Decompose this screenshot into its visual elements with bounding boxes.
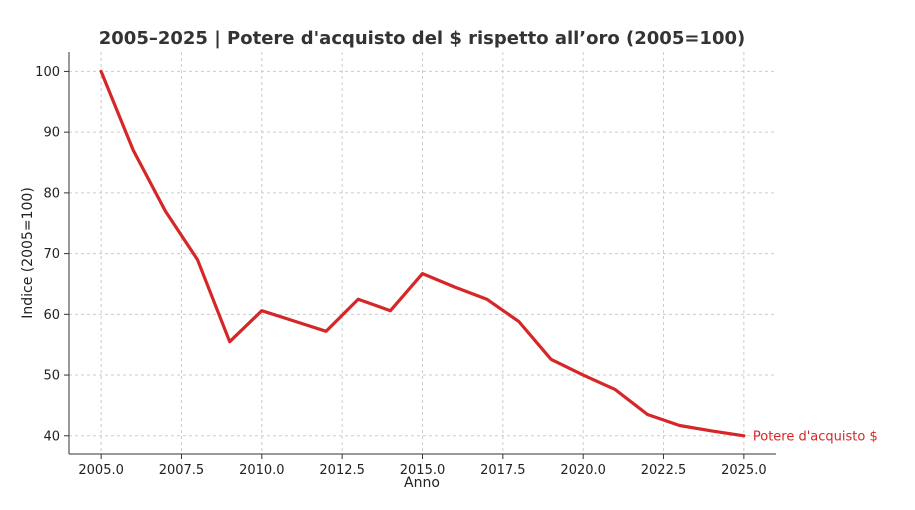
data-point [453, 286, 456, 289]
grid-lines [69, 52, 776, 454]
x-tick-label: 2007.5 [159, 463, 205, 478]
data-point [100, 70, 103, 73]
data-point [132, 149, 135, 152]
data-point [292, 320, 295, 323]
data-point [325, 330, 328, 333]
x-tick-label: 2025.0 [721, 463, 767, 478]
data-point [710, 429, 713, 432]
y-tick-label: 80 [43, 186, 60, 201]
data-point [678, 424, 681, 427]
y-axis-ticks: 40 50 60 70 80 90 100 [35, 65, 69, 444]
x-tick-label: 2010.0 [239, 463, 285, 478]
data-point [357, 298, 360, 301]
data-point [260, 309, 263, 312]
data-point [196, 258, 199, 261]
data-point [389, 309, 392, 312]
y-tick-label: 50 [43, 369, 60, 384]
data-point [582, 374, 585, 377]
x-tick-label: 2017.5 [480, 463, 526, 478]
data-point [550, 358, 553, 361]
y-tick-label: 90 [43, 126, 60, 141]
x-axis-label: Anno [404, 475, 440, 491]
y-axis-label: Indice (2005=100) [20, 187, 36, 319]
data-point [164, 210, 167, 213]
y-tick-label: 70 [43, 247, 60, 262]
data-point [421, 272, 424, 275]
chart-title: 2005–2025 | Potere d'acquisto del $ risp… [99, 28, 745, 49]
data-point [614, 388, 617, 391]
x-axis-ticks: 2005.0 2007.5 2010.0 2012.5 2015.0 2017.5 2020… [78, 454, 767, 478]
x-tick-label: 2015.0 [400, 463, 446, 478]
y-tick-label: 40 [43, 429, 60, 444]
data-point [742, 434, 745, 437]
x-tick-label: 2012.5 [319, 463, 365, 478]
series-line [99, 69, 746, 438]
y-tick-label: 100 [35, 65, 60, 80]
x-tick-label: 2005.0 [78, 463, 124, 478]
data-point [646, 413, 649, 416]
data-point [485, 298, 488, 301]
y-tick-label: 60 [43, 308, 60, 323]
data-point [228, 340, 231, 343]
x-tick-label: 2022.5 [641, 463, 687, 478]
series-layer: Potere d'acquisto $ [99, 69, 878, 444]
x-tick-label: 2020.0 [560, 463, 606, 478]
data-point [517, 320, 520, 323]
series-end-label: Potere d'acquisto $ [753, 429, 878, 444]
